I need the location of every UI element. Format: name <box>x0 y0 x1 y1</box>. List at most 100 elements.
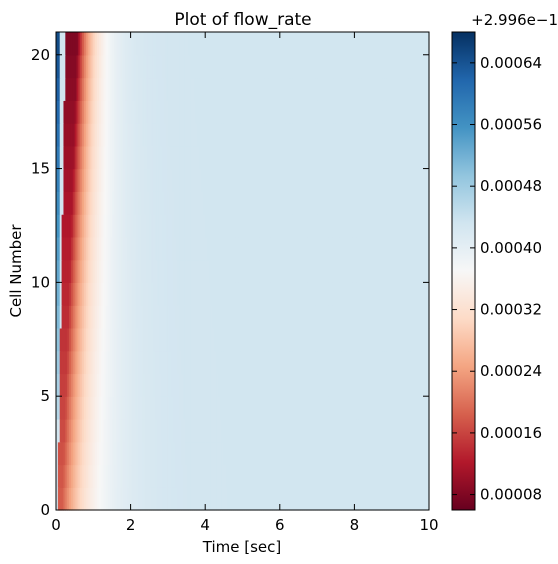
heatmap-cell <box>89 77 93 101</box>
heatmap-cell <box>180 236 184 261</box>
heatmap-cell <box>408 327 411 352</box>
heatmap-cell <box>119 464 122 488</box>
heatmap-cell <box>236 77 240 101</box>
heatmap-cell <box>369 191 372 215</box>
heatmap-cell <box>56 214 59 238</box>
heatmap-cell <box>95 487 98 511</box>
heatmap-cell <box>151 77 154 101</box>
heatmap-cell <box>423 418 426 443</box>
heatmap-cell <box>89 123 93 147</box>
heatmap-cell <box>268 54 272 79</box>
heatmap-cell <box>208 441 212 466</box>
heatmap-cell <box>427 464 430 488</box>
heatmap-cell <box>401 214 404 238</box>
heatmap-cell <box>300 236 303 261</box>
heatmap-cell <box>143 441 147 466</box>
heatmap-cell <box>97 418 100 443</box>
heatmap-cell <box>210 214 214 238</box>
heatmap-cell <box>203 32 206 56</box>
heatmap-cell <box>391 77 395 101</box>
heatmap-cell <box>119 282 122 306</box>
heatmap-cell <box>352 54 356 79</box>
heatmap-cell <box>113 145 117 170</box>
heatmap-cell <box>373 54 376 79</box>
heatmap-cell <box>386 464 389 488</box>
heatmap-cell <box>300 487 303 511</box>
heatmap-cell <box>97 123 100 147</box>
heatmap-cell <box>412 168 415 192</box>
heatmap-cell <box>290 418 294 443</box>
heatmap-cell <box>98 259 102 283</box>
heatmap-cell <box>236 236 240 261</box>
heatmap-cell <box>195 487 199 511</box>
heatmap-cell <box>335 168 339 192</box>
heatmap-cell <box>309 77 313 101</box>
heatmap-cell <box>180 418 184 443</box>
heatmap-cell <box>387 418 391 443</box>
heatmap-cell <box>369 214 372 238</box>
heatmap-cell <box>67 396 70 420</box>
heatmap-cell <box>195 259 199 283</box>
heatmap-cell <box>249 32 253 56</box>
heatmap-cell <box>221 100 225 124</box>
heatmap-cell <box>387 100 391 124</box>
heatmap-cell <box>397 77 400 101</box>
heatmap-cell <box>70 191 74 215</box>
heatmap-cell <box>402 145 406 170</box>
heatmap-cell <box>332 396 335 420</box>
heatmap-cell <box>162 487 165 511</box>
heatmap-cell <box>225 168 229 192</box>
heatmap-cell <box>380 282 383 306</box>
heatmap-cell <box>257 236 260 261</box>
heatmap-cell <box>304 373 307 397</box>
heatmap-cell <box>195 464 199 488</box>
heatmap-cell <box>74 327 78 352</box>
heatmap-cell <box>322 396 326 420</box>
heatmap-cell <box>171 191 175 215</box>
heatmap-cell <box>309 418 313 443</box>
heatmap-cell <box>179 54 182 79</box>
heatmap-cell <box>154 464 158 488</box>
heatmap-cell <box>152 282 156 306</box>
heatmap-cell <box>244 373 247 397</box>
heatmap-cell <box>195 282 199 306</box>
heatmap-cell <box>395 100 398 124</box>
heatmap-cell <box>216 54 219 79</box>
heatmap-cell <box>414 191 417 215</box>
heatmap-cell <box>246 282 249 306</box>
heatmap-cell <box>192 259 195 283</box>
heatmap-cell <box>110 327 113 352</box>
heatmap-cell <box>302 418 305 443</box>
heatmap-cell <box>389 214 393 238</box>
heatmap-cell <box>106 441 109 466</box>
heatmap-cell <box>136 236 139 261</box>
heatmap-cell <box>83 145 87 170</box>
heatmap-cell <box>333 464 337 488</box>
heatmap-cell <box>233 145 236 170</box>
heatmap-cell <box>330 327 333 352</box>
heatmap-cell <box>348 54 352 79</box>
heatmap-cell <box>307 396 311 420</box>
heatmap-cell <box>414 350 417 375</box>
heatmap-cell <box>343 100 346 124</box>
heatmap-cell <box>376 32 380 56</box>
heatmap-cell <box>169 305 173 329</box>
heatmap-cell <box>111 464 115 488</box>
heatmap-cell <box>130 282 134 306</box>
heatmap-cell <box>414 487 417 511</box>
heatmap-cell <box>367 487 370 511</box>
heatmap-cell <box>309 168 313 192</box>
heatmap-cell <box>360 236 363 261</box>
heatmap-cell <box>294 487 298 511</box>
heatmap-cell <box>117 305 121 329</box>
heatmap-cell <box>186 396 190 420</box>
heatmap-cell <box>67 464 70 488</box>
heatmap-cell <box>309 145 313 170</box>
heatmap-cell <box>391 236 395 261</box>
heatmap-cell <box>404 54 408 79</box>
heatmap-cell <box>406 464 410 488</box>
heatmap-cell <box>427 77 430 101</box>
heatmap-cell <box>158 54 162 79</box>
heatmap-cell <box>61 236 65 261</box>
heatmap-cell <box>326 441 329 466</box>
